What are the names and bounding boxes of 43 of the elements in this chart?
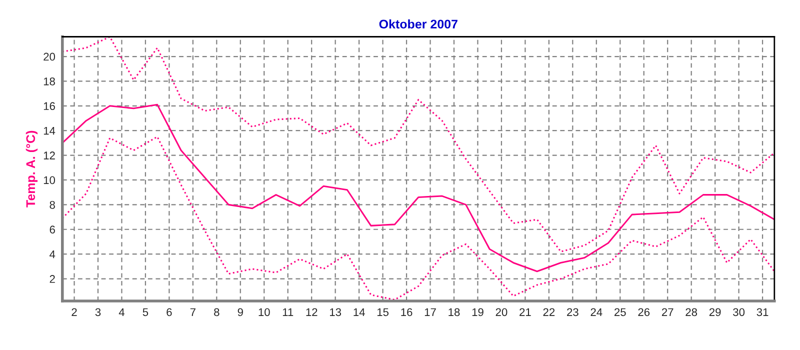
x-tick-label: 2 <box>72 308 77 316</box>
x-tick-label: 28 <box>686 308 698 316</box>
x-tick-label: 16 <box>401 308 412 316</box>
y-tick-label: 20 <box>44 52 56 61</box>
y-tick-label: 10 <box>44 176 56 184</box>
y-tick-label: 14 <box>44 126 56 135</box>
x-tick-label: 7 <box>190 308 196 316</box>
x-tick-label: 27 <box>662 308 674 316</box>
x-tick-label: 13 <box>330 308 342 316</box>
x-tick-label: 5 <box>142 308 148 316</box>
x-tick-label: 12 <box>306 308 318 316</box>
x-tick-label: 15 <box>377 308 389 316</box>
y-tick-label: 12 <box>44 152 55 160</box>
x-tick-label: 20 <box>496 308 508 316</box>
y-axis-title: Temp. A. (°C) <box>26 130 38 208</box>
x-tick-label: 25 <box>614 308 626 316</box>
y-tick-label: 8 <box>50 200 55 209</box>
x-tick-label: 4 <box>118 308 124 316</box>
x-tick-label: 19 <box>472 308 484 316</box>
x-tick-label: 21 <box>520 308 531 316</box>
y-tick-label: 2 <box>50 275 55 283</box>
x-tick-label: 8 <box>214 308 220 316</box>
x-tick-label: 11 <box>282 308 294 316</box>
x-tick-label: 24 <box>590 308 602 316</box>
x-tick-label: 6 <box>166 308 172 316</box>
x-tick-label: 10 <box>258 308 270 316</box>
y-tick-label: 4 <box>50 250 56 258</box>
y-tick-label: 18 <box>44 77 55 86</box>
x-tick-label: 14 <box>354 308 365 316</box>
y-tick-label: 6 <box>50 226 55 234</box>
x-tick-label: 26 <box>638 308 650 316</box>
line-series <box>62 104 774 272</box>
x-tick-label: 18 <box>448 308 460 316</box>
x-tick-label: 3 <box>95 308 101 316</box>
y-tick-label: 16 <box>44 102 55 110</box>
x-tick-label: 17 <box>424 308 436 316</box>
x-tick-label: 31 <box>756 308 768 316</box>
x-tick-label: 23 <box>567 308 578 316</box>
x-tick-label: 29 <box>709 308 721 316</box>
x-tick-label: 30 <box>733 308 745 316</box>
x-tick-label: 9 <box>238 308 243 316</box>
chart-title: Oktober 2007 <box>379 19 458 29</box>
x-tick-label: 22 <box>543 308 555 316</box>
